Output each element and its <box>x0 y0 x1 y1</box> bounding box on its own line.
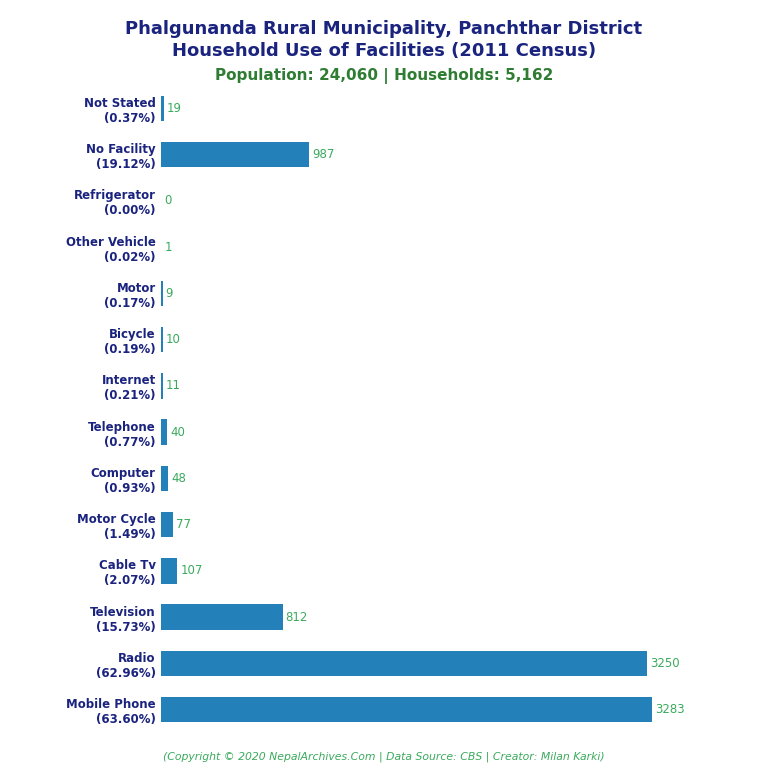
Text: 0: 0 <box>164 194 171 207</box>
Text: 40: 40 <box>170 425 185 439</box>
Bar <box>161 373 163 399</box>
Text: Phalgunanda Rural Municipality, Panchthar District: Phalgunanda Rural Municipality, Panchtha… <box>125 20 643 38</box>
Text: 9: 9 <box>166 287 173 300</box>
Text: 10: 10 <box>166 333 180 346</box>
Bar <box>161 142 309 167</box>
Bar <box>161 558 177 584</box>
Bar <box>161 327 163 353</box>
Text: 107: 107 <box>180 564 203 578</box>
Text: 987: 987 <box>312 148 334 161</box>
Text: 11: 11 <box>166 379 181 392</box>
Bar <box>161 465 168 491</box>
Text: 812: 812 <box>286 611 308 624</box>
Bar <box>161 511 173 538</box>
Bar <box>161 697 652 722</box>
Bar <box>161 96 164 121</box>
Bar <box>161 280 163 306</box>
Text: 48: 48 <box>171 472 187 485</box>
Bar <box>161 604 283 630</box>
Bar <box>161 419 167 445</box>
Text: 19: 19 <box>167 102 182 115</box>
Text: (Copyright © 2020 NepalArchives.Com | Data Source: CBS | Creator: Milan Karki): (Copyright © 2020 NepalArchives.Com | Da… <box>163 751 605 762</box>
Bar <box>161 650 647 676</box>
Text: Household Use of Facilities (2011 Census): Household Use of Facilities (2011 Census… <box>172 42 596 60</box>
Text: 3283: 3283 <box>655 703 684 716</box>
Text: 3250: 3250 <box>650 657 680 670</box>
Text: Population: 24,060 | Households: 5,162: Population: 24,060 | Households: 5,162 <box>215 68 553 84</box>
Text: 1: 1 <box>164 240 172 253</box>
Text: 77: 77 <box>176 518 190 531</box>
